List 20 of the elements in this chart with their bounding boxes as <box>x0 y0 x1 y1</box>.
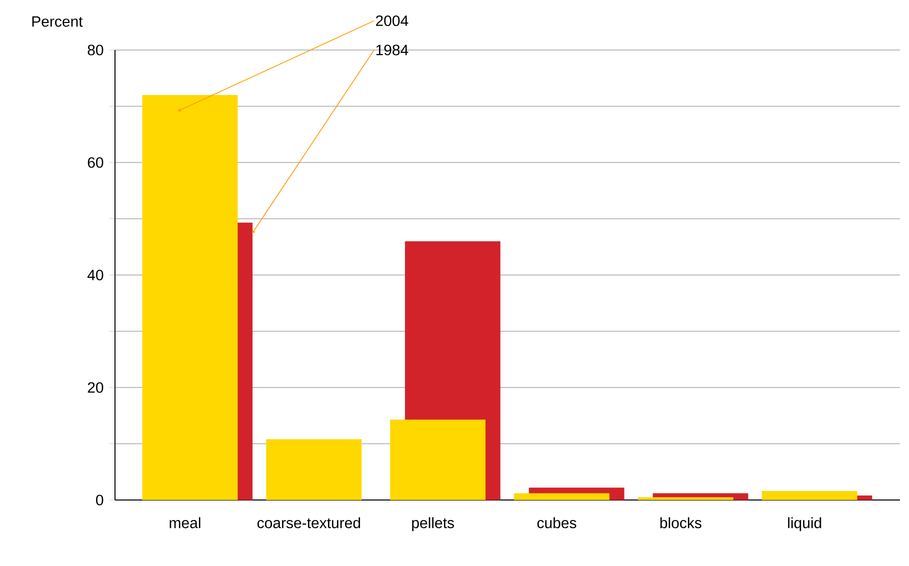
y-axis-title: Percent <box>32 16 83 27</box>
y-tick-label: 40 <box>87 270 104 280</box>
y-tick-label: 0 <box>96 494 104 506</box>
bar <box>390 420 486 500</box>
text: 2004 <box>376 15 408 26</box>
y-tick-label: 80 <box>88 44 104 56</box>
x-tick-label: blocks <box>660 517 702 528</box>
y-tick-label: 60 <box>88 157 104 168</box>
bar <box>762 491 858 500</box>
x-tick-label: pellets <box>412 517 454 532</box>
bar <box>638 497 734 500</box>
bar <box>514 493 610 500</box>
x-tick-label: cubes <box>537 517 576 528</box>
text: 1984 <box>376 44 408 56</box>
x-tick-label: meal <box>170 517 200 528</box>
x-tick-label: liquid <box>788 517 822 532</box>
y-tick-label: 20 <box>88 382 104 393</box>
x-tick-label: coarse-textured <box>257 517 360 528</box>
bar <box>142 94 238 500</box>
bar <box>266 439 362 500</box>
